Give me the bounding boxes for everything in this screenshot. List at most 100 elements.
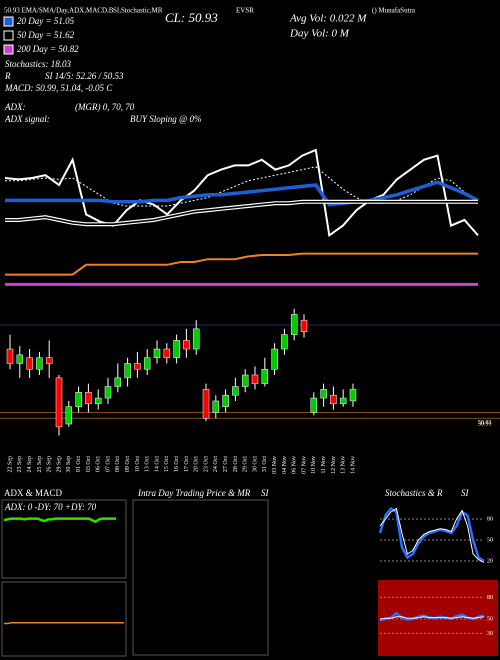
x-tick-label: 31 Oct [262,456,268,472]
line-series [4,622,124,625]
stat: Stochastics: 18.03 [5,59,71,69]
y-tick-label: 50.93 [478,420,492,426]
x-tick-label: 14 Oct [154,456,160,472]
y-tick-label: 50 [487,616,493,622]
x-tick-label: 03 Nov [272,456,278,474]
x-tick-label: 15 Oct [164,456,170,472]
x-tick-label: 16 Oct [174,456,180,472]
candle-body [202,389,210,419]
candle-body [36,357,43,370]
candle-body [65,406,73,425]
candle-body [153,348,161,358]
y-tick-label: 80 [487,516,493,522]
adx-label: ADX: 0 -DY: 70 +DY: 70 [4,502,97,512]
stat: CL: 50.93 [165,10,218,25]
stat: BUY Sloping @ 0% [130,114,202,124]
header-text: () MunafaSutra [372,7,416,15]
line-series [3,517,116,524]
line-series [379,616,485,620]
candle-body [192,328,200,350]
candle-body [212,400,220,413]
stat: R [4,71,11,81]
x-tick-label: 28 Oct [233,456,239,472]
x-tick-label: 06 Nov [292,456,298,474]
candle-body [16,354,24,364]
candle-body [320,389,327,399]
x-tick-label: 29 Oct [243,456,249,472]
stat: 200 Day = 50.82 [17,44,79,54]
x-tick-label: 10 Nov [311,456,317,474]
panel-title: ADX & MACD [4,488,63,498]
x-tick-label: 25 Sep [37,456,43,473]
candle-body [134,363,141,370]
x-tick-label: 24 Sep [27,456,33,473]
header-text: SI,Stochastic,MR [113,7,163,15]
candle-body [104,386,112,399]
x-tick-label: 04 Nov [282,456,288,474]
panel-frame [1,581,127,657]
x-tick-label: 06 Oct [96,456,102,472]
candle-body [290,314,298,335]
x-tick-label: 24 Oct [213,456,219,472]
x-tick-label: 14 Nov [350,456,356,474]
x-tick-label: 17 Oct [184,456,190,472]
line-series [379,507,485,563]
x-tick-label: 30 Oct [252,456,258,472]
candle-body [232,386,239,396]
panel-title: Intra Day Trading Price & MR [137,488,251,498]
x-tick-label: 13 Oct [145,456,151,472]
candle-body [183,340,190,350]
stat: MACD: 50.99, 51.04, -0.05 C [4,83,113,93]
line-series [5,252,478,276]
stat: SI 14/5: 52.26 / 50.53 [45,71,124,81]
candle-body [26,357,33,370]
candle-body [339,397,347,405]
x-tick-label: 26 Sep [47,456,53,473]
x-tick-label: 13 Nov [341,456,347,474]
candle-body [94,397,102,405]
x-tick-label: 12 Nov [331,456,337,474]
candle-body [114,377,122,387]
line-series-inner [5,201,478,225]
x-tick-label: 23 Oct [203,456,209,472]
candle-body [300,319,308,332]
x-tick-label: 11 Nov [321,456,327,474]
x-tick-label: 20 Oct [194,456,200,472]
stat: (MGR) 0, 70, 70 [75,102,135,112]
panel-title: SI [261,488,270,498]
candle-body [251,374,259,384]
candle-body [75,392,82,407]
x-tick-label: 08 Oct [115,456,121,472]
candle-body [222,394,229,407]
candle-body [173,340,180,358]
stat: Day Vol: 0 M [289,28,350,40]
panel-frame [1,499,127,579]
candle-body [143,357,151,370]
x-tick-label: 23 Sep [17,456,23,473]
y-tick-label: 50 [487,537,493,543]
x-tick-label: 30 Sep [66,456,72,473]
candle-body [85,392,92,405]
panel-title: Stochastics & R [385,488,443,498]
candle-body [45,357,53,364]
panel-frame [132,499,269,656]
stat: ADX: [4,102,26,112]
x-tick-label: 09 Oct [125,456,131,472]
candle-body [349,389,357,402]
candle-body [281,334,288,350]
x-tick-label: 29 Sep [56,456,62,473]
x-tick-label: 27 Oct [223,456,229,472]
y-tick-label: 80 [487,595,493,601]
candle-body [55,377,63,428]
line-series [378,506,485,563]
stat: 20 Day = 51.05 [17,16,75,26]
header-text: 50.93 EMA/SMA/Day,ADX,MACD,B [4,7,114,15]
candle-body [6,348,14,364]
candle-body [261,368,269,384]
y-tick-label: 20 [487,558,493,564]
candle-body [241,374,249,387]
x-tick-label: 07 Nov [301,456,307,474]
x-tick-label: 07 Oct [105,456,111,472]
